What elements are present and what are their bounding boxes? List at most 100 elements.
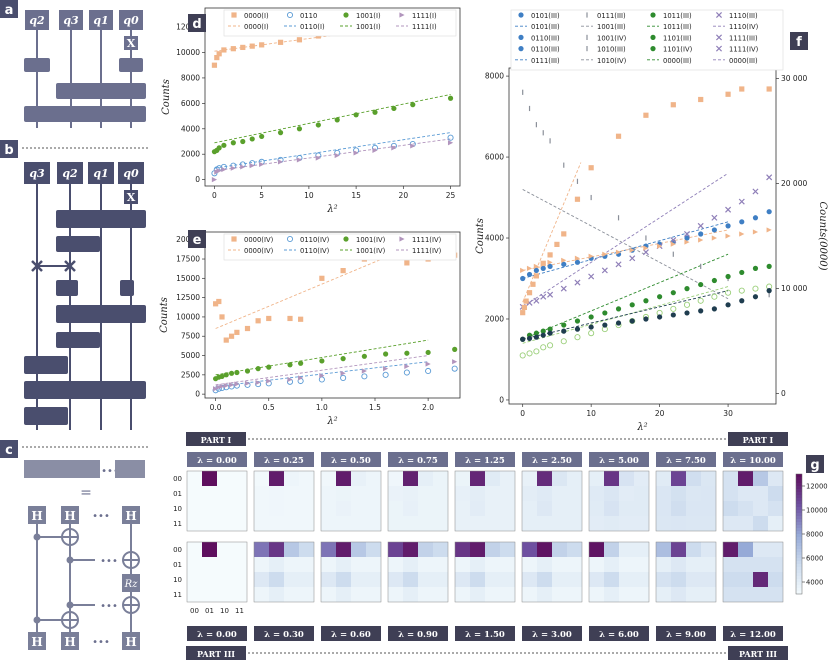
heatmap-cell — [671, 501, 686, 516]
heatmap-cell — [321, 542, 336, 557]
legend-label: 0000(I) — [244, 12, 269, 20]
data-point — [602, 310, 608, 316]
heatmap-frame — [521, 541, 583, 603]
heatmap-cell — [254, 557, 269, 572]
data-point — [266, 378, 272, 384]
heatmap-frame — [655, 470, 717, 532]
data-point — [615, 320, 622, 326]
y-axis-label: Counts — [161, 79, 172, 115]
data-point — [684, 239, 690, 245]
data-point — [211, 62, 218, 68]
data-point — [698, 308, 704, 314]
data-point — [447, 134, 454, 141]
heatmap-cell — [701, 501, 716, 516]
colorbar-segment — [796, 573, 802, 577]
data-point — [451, 365, 458, 372]
panel-label-bg — [806, 455, 824, 473]
heatmap-cell — [738, 471, 753, 486]
data-point — [425, 367, 432, 375]
heatmap-cell — [299, 542, 314, 557]
row-label: 01 — [173, 561, 182, 569]
heatmap-cell — [723, 572, 738, 587]
legend-label: 1111(IV) — [412, 236, 442, 244]
heatmap-cell — [284, 516, 299, 531]
y-tick-label: 4000 — [485, 234, 504, 243]
data-point — [752, 265, 759, 271]
data-point — [526, 290, 533, 296]
data-point — [319, 373, 325, 379]
heatmap-cell — [284, 587, 299, 602]
heatmap-cell — [321, 587, 336, 602]
heatmap-cell — [455, 587, 470, 602]
lambda-label: λ = 3.00 — [532, 630, 572, 640]
data-point — [520, 267, 526, 274]
heatmap-cell — [723, 486, 738, 501]
heatmap-cell — [187, 501, 202, 516]
heatmap-cell — [254, 471, 269, 486]
y-tick-label: 15000 — [176, 274, 200, 283]
heatmap-cell — [351, 486, 366, 501]
heatmap-cell — [686, 557, 701, 572]
heatmap-cell — [202, 516, 217, 531]
data-point — [230, 46, 236, 52]
data-point — [752, 188, 759, 195]
heatmap-cell — [537, 471, 552, 486]
heatmap-cell — [254, 486, 269, 501]
chart-g: PART I PART I PART III PART III λ = 0.00 λ = … — [173, 432, 828, 660]
heatmap-cell — [701, 471, 716, 486]
heatmap-cell — [433, 542, 448, 557]
swap-cross — [64, 260, 76, 272]
colorbar-segment — [796, 588, 802, 592]
data-point — [533, 348, 540, 355]
qubit-label-box — [59, 10, 83, 30]
legend-label: 0000(III) — [663, 57, 692, 65]
data-point — [602, 322, 608, 328]
gate-block — [56, 332, 100, 348]
lambda-label: λ = 0.50 — [331, 456, 371, 466]
lambda-label: λ = 0.60 — [331, 630, 371, 640]
heatmap-cell — [738, 516, 753, 531]
data-point — [249, 163, 255, 169]
y-tick-label: 10000 — [176, 312, 200, 321]
heatmap-cell — [723, 542, 738, 557]
y-tick-label: 8000 — [485, 72, 504, 81]
fit-line — [214, 94, 451, 144]
qubit-label-box — [25, 10, 49, 30]
heatmap-cell — [455, 486, 470, 501]
heatmap-cell — [366, 572, 381, 587]
y-right-tick-label: 20 000 — [781, 179, 807, 188]
data-point — [526, 335, 533, 342]
heatmap-cell — [723, 471, 738, 486]
data-point — [296, 157, 303, 163]
colorbar-segment — [796, 567, 802, 571]
heatmap-cell — [433, 501, 448, 516]
legend-marker — [286, 11, 294, 19]
heatmap-cell — [202, 486, 217, 501]
data-point — [752, 229, 759, 235]
heatmap-cell — [187, 587, 202, 602]
data-point — [526, 350, 533, 357]
colorbar-tick-label: 10000 — [806, 507, 828, 515]
colorbar-segment — [796, 498, 802, 502]
heatmap-cell — [299, 587, 314, 602]
heatmap-cell — [321, 557, 336, 572]
legend-label: 1001(IV) — [597, 34, 627, 42]
data-point — [670, 312, 676, 318]
data-point — [404, 350, 410, 356]
heatmap-frame — [655, 541, 717, 603]
heatmap-cell — [351, 516, 366, 531]
data-point — [221, 47, 227, 53]
data-point — [540, 332, 546, 338]
data-point — [629, 318, 635, 324]
legend-label: 0000(IV) — [244, 236, 274, 244]
heatmap-cell — [671, 516, 686, 531]
gate-block — [24, 381, 146, 399]
heatmap-cell — [202, 501, 217, 516]
data-point — [353, 112, 359, 118]
data-point — [340, 370, 346, 376]
heatmap-cell — [433, 587, 448, 602]
data-point — [216, 51, 222, 57]
heatmap-cell — [470, 542, 485, 557]
